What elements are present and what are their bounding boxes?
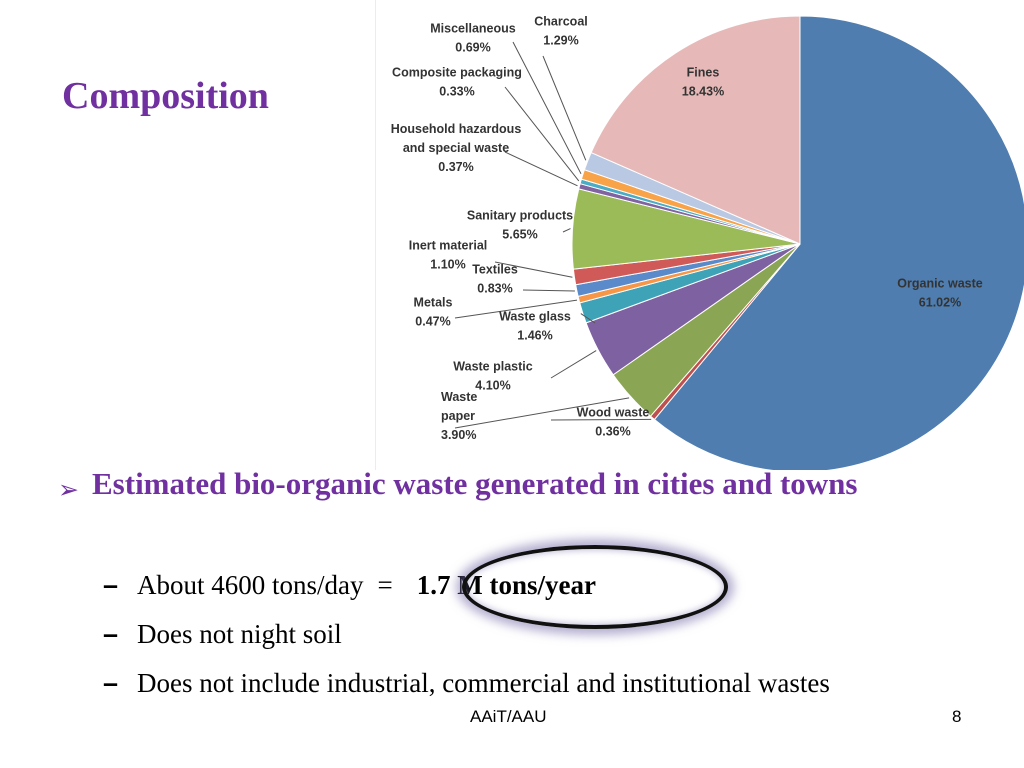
tons-per-day-text: About 4600 tons/day: [137, 570, 364, 600]
leader-line-wood-waste: [550, 418, 652, 421]
slice-label-name: Household hazardous: [391, 122, 522, 136]
slice-label-name: Textiles: [472, 263, 518, 277]
dash-icon: –: [103, 570, 119, 600]
sub-item-text: Does not night soil: [137, 619, 342, 649]
slice-label-value: 0.47%: [415, 315, 450, 329]
leader-lines: [454, 41, 652, 429]
slice-label-inert-material: Inert material 1.10%: [409, 239, 488, 272]
slice-label-value: 5.65%: [502, 228, 537, 242]
slice-label-name: and special waste: [403, 141, 509, 155]
slice-label-organic-waste: Organic waste 61.02%: [897, 277, 982, 310]
leader-line-waste-plastic: [550, 350, 597, 379]
highlight-ellipse: [462, 545, 728, 629]
slice-label-wood-waste: Wood waste 0.36%: [577, 406, 650, 439]
slice-label-value: 1.46%: [517, 329, 552, 343]
footer-text: AAiT/AAU: [470, 707, 547, 726]
slice-label-value: 0.33%: [439, 85, 474, 99]
equals-sign: =: [377, 570, 393, 600]
slice-label-name: Sanitary products: [467, 209, 573, 223]
slice-label-value: 61.02%: [919, 296, 961, 310]
slice-label-value: 1.29%: [543, 34, 578, 48]
leader-line-inert-material: [494, 261, 573, 278]
leader-line-textiles: [522, 289, 575, 292]
slice-label-name: Miscellaneous: [430, 22, 515, 36]
slice-label-value: 0.36%: [595, 425, 630, 439]
slice-label-miscellaneous: Miscellaneous 0.69%: [430, 22, 515, 55]
slice-label-metals: Metals 0.47%: [414, 296, 453, 329]
slice-label-name: Wood waste: [577, 406, 650, 420]
pie-chart: Organic waste 61.02% Wood waste 0.36% Waste p…: [375, 0, 1024, 470]
slice-label-name: Charcoal: [534, 15, 588, 29]
slice-label-value: 0.83%: [477, 282, 512, 296]
slice-label-name: Organic waste: [897, 277, 982, 291]
slice-label-waste-glass: Waste glass 1.46%: [499, 310, 571, 343]
leader-line-charcoal: [542, 55, 587, 161]
slice-label-value: 4.10%: [475, 379, 510, 393]
slice-label-name: Composite packaging: [392, 66, 522, 80]
leader-line-miscellaneous: [512, 41, 582, 175]
slice-label-value: 3.90%: [441, 428, 476, 442]
leader-line-sanitary-products: [562, 228, 571, 233]
dash-icon: –: [103, 668, 119, 698]
slice-label-value: 0.37%: [438, 160, 473, 174]
slice-label-name: Inert material: [409, 239, 488, 253]
slice-label-composite-packaging: Composite packaging 0.33%: [392, 66, 522, 99]
pie-slice-organic-waste: [653, 15, 1024, 470]
slice-label-name: Waste plastic: [453, 360, 532, 374]
slice-label-value: 0.69%: [455, 41, 490, 55]
slice-label-name: Waste: [441, 390, 477, 404]
slice-label-name: Metals: [414, 296, 453, 310]
slice-labels: Organic waste 61.02% Wood waste 0.36% Waste p…: [391, 15, 983, 443]
slice-label-fines: Fines 18.43%: [682, 66, 724, 99]
slice-label-name: paper: [441, 409, 475, 423]
leader-line-metals: [454, 299, 578, 319]
slice-label-charcoal: Charcoal 1.29%: [534, 15, 588, 48]
slice-label-household-hazardous-and-special-waste: Household hazardous and special waste 0.37…: [391, 122, 522, 174]
slice-label-waste-plastic: Waste plastic 4.10%: [453, 360, 532, 393]
leader-line-household-hazardous-and-special-waste: [504, 151, 578, 187]
leader-line-waste-glass: [580, 313, 596, 324]
arrow-bullet-icon: ➢: [58, 475, 79, 504]
page-number: 8: [952, 707, 962, 726]
slice-label-name: Waste glass: [499, 310, 571, 324]
bullet-text: Estimated bio-organic waste generated in…: [92, 466, 858, 501]
slice-label-value: 18.43%: [682, 85, 724, 99]
leader-line-waste-paper: [454, 397, 630, 429]
sub-item-text: Does not include industrial, commercial …: [137, 668, 830, 698]
pie-slice-fines: [590, 15, 801, 245]
slice-label-sanitary-products: Sanitary products 5.65%: [467, 209, 573, 242]
pie-chart-svg: Organic waste 61.02% Wood waste 0.36% Waste p…: [375, 0, 1024, 470]
slide-title: Composition: [62, 75, 269, 117]
leader-line-composite-packaging: [504, 86, 580, 182]
slice-label-textiles: Textiles 0.83%: [472, 263, 518, 296]
dash-icon: –: [103, 619, 119, 649]
pie-slices: [571, 15, 1024, 470]
slice-label-waste-paper: Waste paper 3.90%: [441, 390, 477, 442]
slice-label-name: Fines: [687, 66, 720, 80]
slice-label-value: 1.10%: [430, 258, 465, 272]
